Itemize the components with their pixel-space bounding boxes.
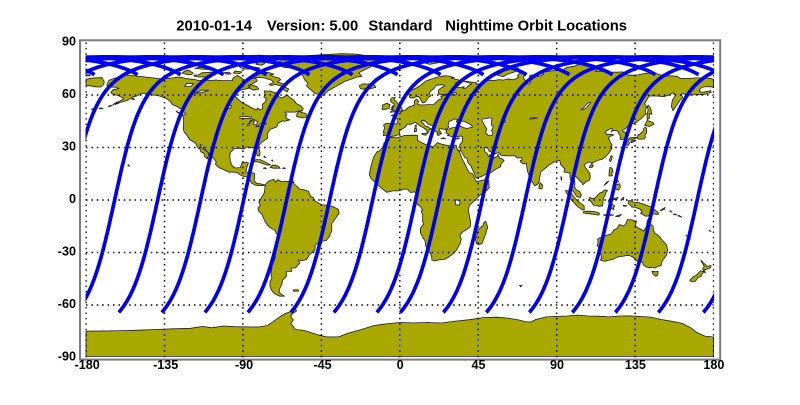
svg-text:0: 0 xyxy=(69,192,76,206)
svg-text:-30: -30 xyxy=(58,245,76,259)
svg-text:60: 60 xyxy=(62,87,76,101)
svg-text:-45: -45 xyxy=(313,358,331,372)
svg-text:-135: -135 xyxy=(153,358,178,372)
svg-text:-180: -180 xyxy=(75,358,100,372)
svg-text:45: 45 xyxy=(471,358,485,372)
svg-text:Version: 5.00: Version: 5.00 xyxy=(267,19,358,35)
svg-text:90: 90 xyxy=(62,35,76,49)
svg-text:30: 30 xyxy=(62,140,76,154)
svg-text:Standard: Standard xyxy=(368,19,432,35)
svg-text:180: 180 xyxy=(703,358,724,372)
svg-text:0: 0 xyxy=(397,358,404,372)
svg-text:-90: -90 xyxy=(58,350,76,364)
svg-text:135: 135 xyxy=(625,358,646,372)
svg-text:2010-01-14: 2010-01-14 xyxy=(176,19,252,35)
svg-text:-90: -90 xyxy=(235,358,253,372)
svg-text:90: 90 xyxy=(550,358,564,372)
svg-text:-60: -60 xyxy=(58,297,76,311)
svg-text:Nighttime Orbit Locations: Nighttime Orbit Locations xyxy=(445,19,627,35)
